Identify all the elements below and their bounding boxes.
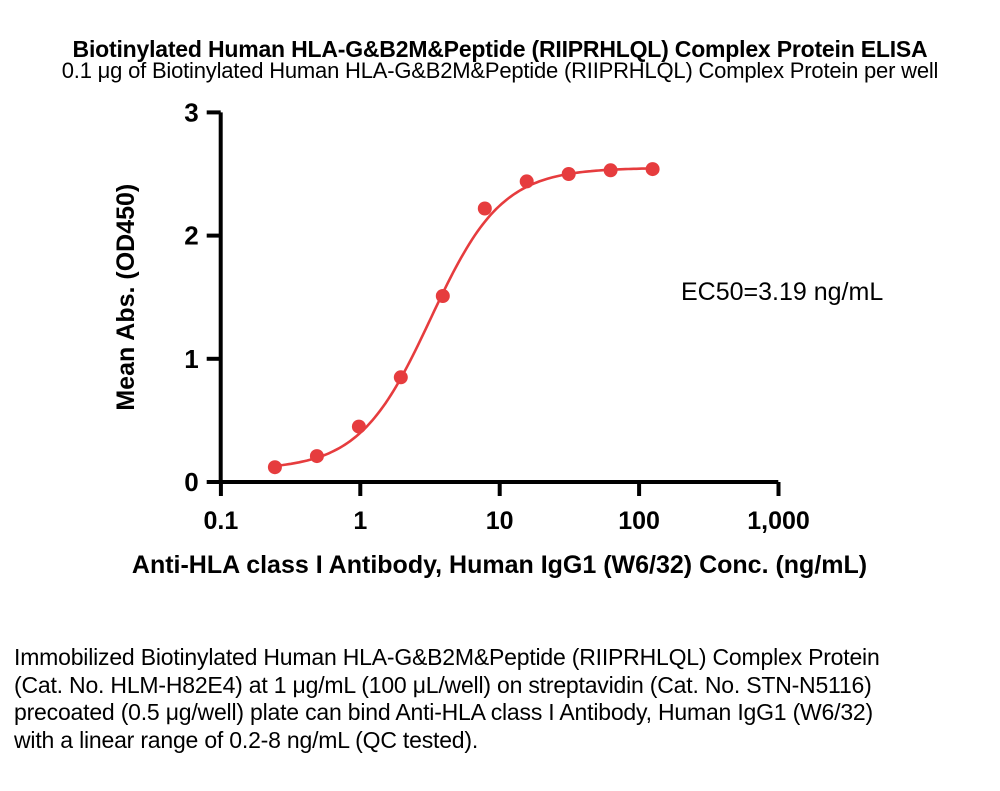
data-point — [351, 419, 366, 434]
elisa-dose-response-chart: 0.1 1 10 100 1,000 0 1 2 3 Anti-HLA class I Antib… — [112, 97, 883, 579]
data-point — [309, 449, 324, 464]
data-point — [603, 163, 618, 178]
chart-title: Biotinylated Human HLA-G&B2M&Peptide (RI… — [72, 36, 928, 63]
ec50-annotation: EC50=3.19 ng/mL — [681, 278, 883, 306]
data-point — [267, 460, 282, 475]
chart-subtitle: 0.1 μg of Biotinylated Human HLA-G&B2M&P… — [61, 58, 939, 83]
data-point — [435, 289, 450, 303]
x-tick-label: 10 — [486, 507, 514, 535]
y-tick-label: 2 — [184, 221, 198, 251]
data-point — [477, 201, 492, 216]
data-point — [561, 167, 576, 181]
y-axis-title: Mean Abs. (OD450) — [112, 184, 140, 411]
data-point — [519, 174, 534, 189]
figure-description: Immobilized Biotinylated Human HLA-G&B2M… — [14, 644, 880, 753]
fit-curve — [274, 167, 653, 468]
x-tick-label: 1 — [353, 507, 367, 535]
y-tick-label: 1 — [184, 344, 198, 374]
x-tick-label: 0.1 — [204, 507, 239, 535]
data-point — [645, 162, 660, 177]
data-point — [393, 370, 408, 385]
x-tick-label: 1,000 — [747, 507, 810, 535]
x-axis-title: Anti-HLA class I Antibody, Human IgG1 (W… — [132, 551, 867, 579]
x-tick-label: 100 — [618, 507, 660, 535]
y-tick-label: 0 — [184, 467, 198, 497]
y-tick-label: 3 — [184, 97, 198, 127]
